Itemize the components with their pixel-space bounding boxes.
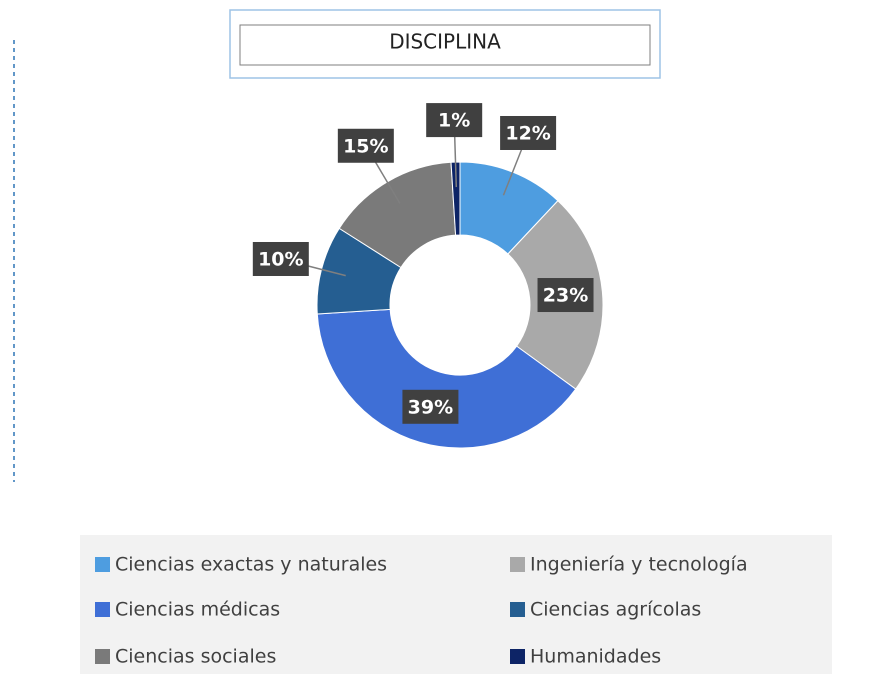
data-label: 23%: [543, 285, 588, 307]
donut-slice: [450, 161, 461, 236]
label-box: [337, 128, 394, 163]
data-label: 12%: [505, 122, 550, 144]
legend-background: [80, 535, 832, 674]
label-box: [402, 389, 459, 424]
legend-swatch: [510, 649, 525, 664]
data-label: 1%: [438, 110, 470, 132]
legend-label: Ciencias agrícolas: [530, 599, 701, 621]
legend-label: Ciencias médicas: [115, 599, 280, 621]
data-label: 10%: [258, 248, 303, 270]
chart-title: DISCIPLINA: [389, 30, 501, 54]
legend-label: Ciencias sociales: [115, 646, 276, 668]
donut-slice: [316, 308, 577, 449]
legend-label: Ciencias exactas y naturales: [115, 554, 387, 576]
legend-swatch: [510, 602, 525, 617]
legend-label: Ingeniería y tecnología: [530, 554, 748, 576]
legend-swatch: [95, 602, 110, 617]
label-box: [500, 115, 557, 150]
legend-swatch: [95, 557, 110, 572]
data-label: 15%: [343, 135, 388, 157]
title-box: [239, 24, 651, 66]
data-label: 39%: [408, 396, 453, 418]
label-box: [426, 103, 483, 138]
label-box: [252, 241, 309, 276]
legend-swatch: [95, 649, 110, 664]
legend-label: Humanidades: [530, 646, 661, 668]
legend-swatch: [510, 557, 525, 572]
label-box: [537, 278, 594, 313]
